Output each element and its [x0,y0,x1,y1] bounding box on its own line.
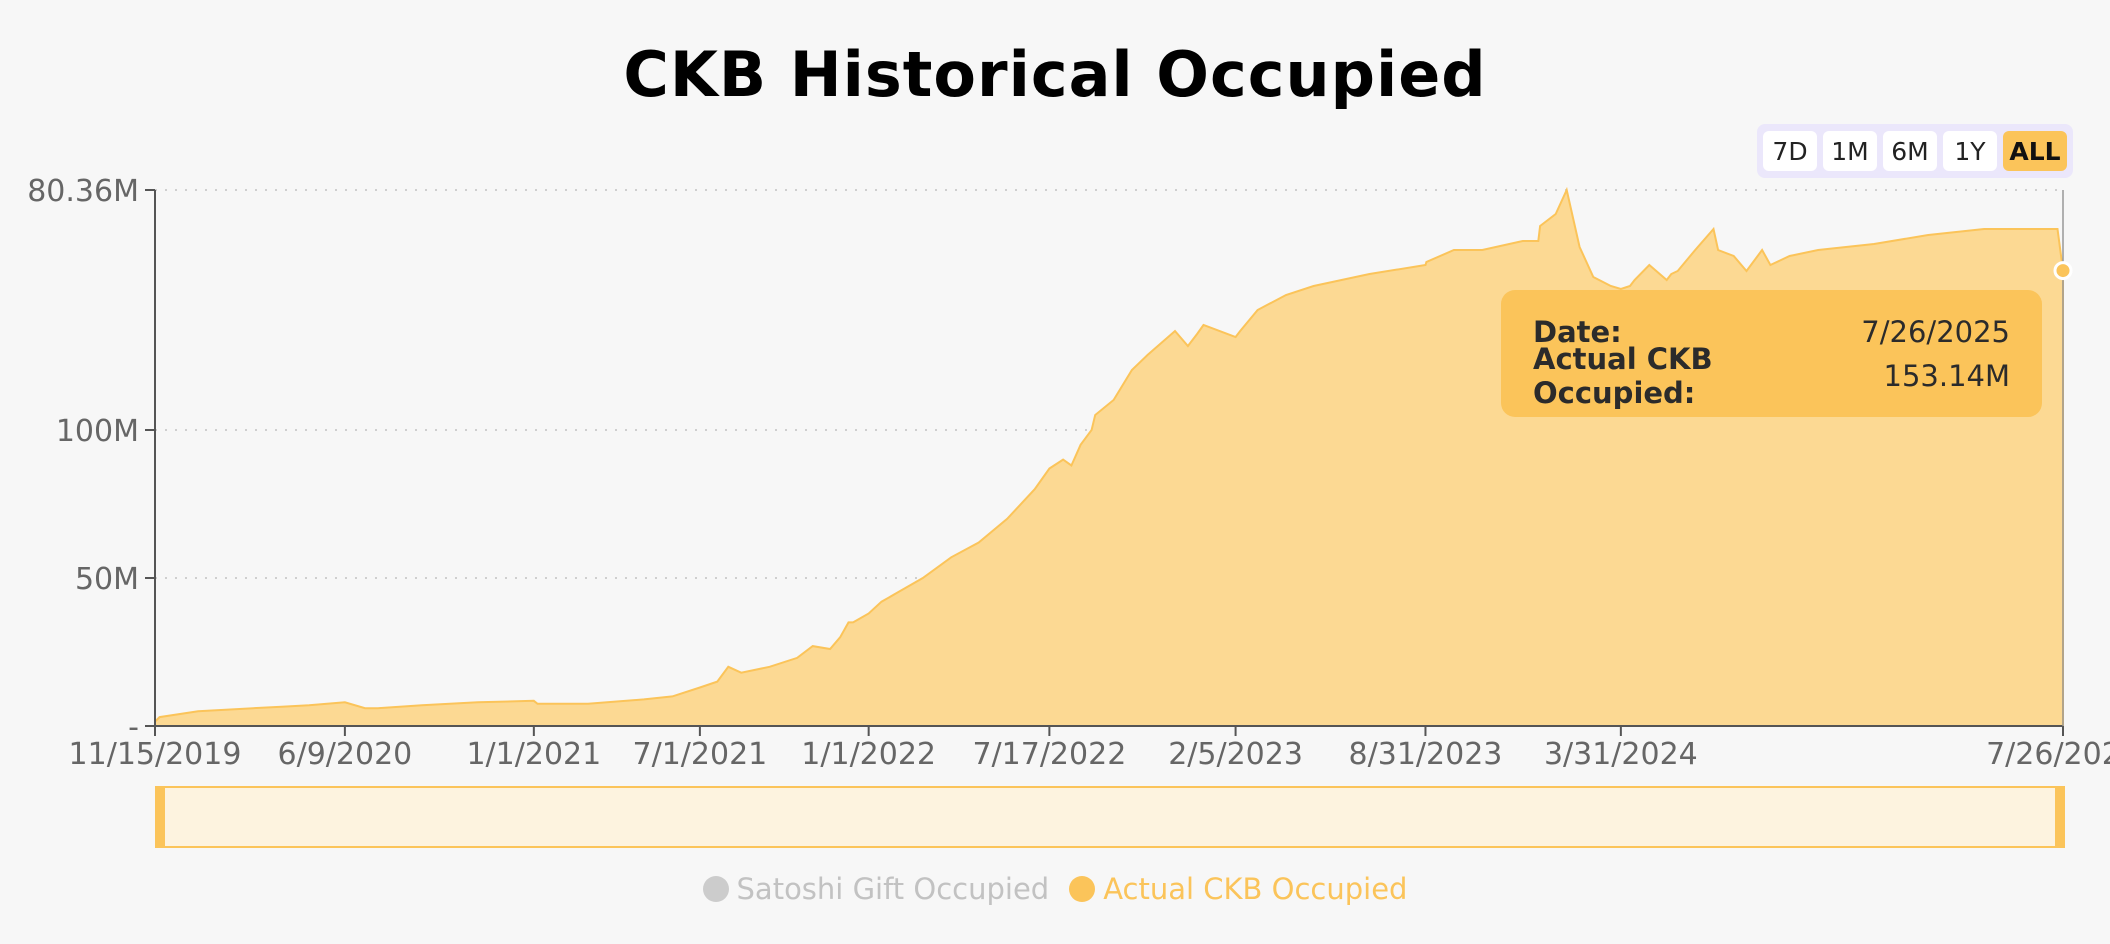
chart-tooltip: Date: 7/26/2025 Actual CKB Occupied: 153… [1501,290,2042,417]
x-tick-label: 7/26/2025 [1986,737,2110,772]
series-area-actual-ckb-occupied [154,186,2064,727]
tooltip-series-value: 153.14M [1883,359,2011,393]
x-tick-label: 11/15/2019 [69,737,242,772]
x-tick-label: 7/17/2022 [972,737,1126,772]
x-tick-label: 1/1/2022 [801,737,936,772]
range-all-button[interactable]: ALL [2003,131,2067,171]
zoom-start-handle[interactable] [155,786,165,848]
x-tick-label: 7/1/2021 [633,737,768,772]
data-zoom-slider[interactable] [155,786,2065,848]
range-1y-button[interactable]: 1Y [1943,131,1997,171]
legend-dot-satoshi-gift [702,876,729,902]
chart-legend: Satoshi Gift Occupied Actual CKB Occupie… [0,872,2110,906]
y-tick-label: 50M [75,562,139,597]
x-tick-label: 2/5/2023 [1168,737,1303,772]
x-tick-label: 3/31/2024 [1544,737,1698,772]
hover-point-marker [2053,261,2073,281]
y-tick-label: - [128,710,139,745]
legend-label-satoshi-gift: Satoshi Gift Occupied [736,872,1050,906]
x-tick-label: 1/1/2021 [466,737,601,772]
tooltip-series-label: Actual CKB Occupied: [1533,342,1713,410]
tooltip-date-value: 7/26/2025 [1861,315,2010,349]
legend-item-actual-ckb[interactable]: Actual CKB Occupied [1069,872,1407,906]
y-tick-label: 80.36M [27,174,139,209]
time-range-selector: 7D 1M 6M 1Y ALL [1757,124,2073,178]
zoom-end-handle[interactable] [2055,786,2065,848]
x-tick-label: 6/9/2020 [278,737,413,772]
x-tick-label: 8/31/2023 [1349,737,1503,772]
legend-label-actual-ckb: Actual CKB Occupied [1103,872,1408,906]
y-tick-label: 100M [56,414,139,449]
legend-item-satoshi-gift[interactable]: Satoshi Gift Occupied [702,872,1050,906]
range-1m-button[interactable]: 1M [1823,131,1877,171]
range-7d-button[interactable]: 7D [1763,131,1817,171]
page-title: CKB Historical Occupied [623,38,1487,111]
legend-dot-actual-ckb [1069,876,1096,902]
range-6m-button[interactable]: 6M [1883,131,1937,171]
tooltip-date-label: Date: [1533,315,1622,349]
